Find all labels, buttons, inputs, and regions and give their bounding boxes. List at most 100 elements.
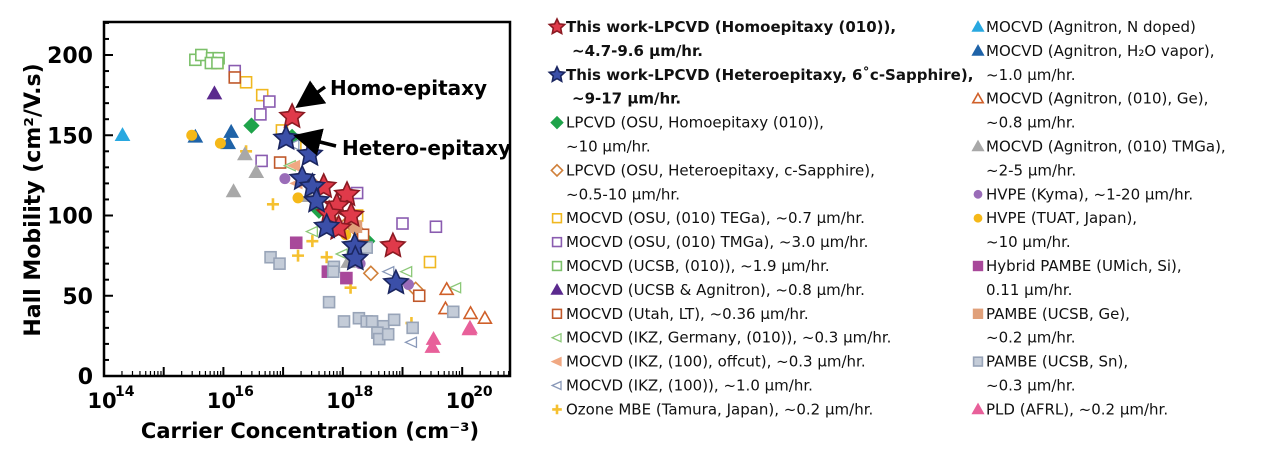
data-point-series-5 xyxy=(255,154,268,168)
data-point-series-9 xyxy=(399,265,413,278)
legend-label: PLD (AFRL), ~0.2 µm/hr. xyxy=(986,400,1168,418)
legend-label: ~2-5 µm/hr. xyxy=(986,161,1076,179)
x-tick-label: 10 xyxy=(326,389,355,413)
x-tick-exponent: 20 xyxy=(473,384,493,400)
data-point-series-18 xyxy=(214,137,226,149)
legend-label: MOCVD (OSU, (010) TMGa), ~3.0 µm/hr. xyxy=(566,233,868,251)
y-tick-label: 150 xyxy=(47,124,93,149)
data-point-series-3 xyxy=(362,265,379,282)
data-point-series-5 xyxy=(254,108,267,121)
legend-label: Hybrid PAMBE (UMich, Si), xyxy=(986,257,1182,275)
y-tick-label: 0 xyxy=(78,365,93,390)
legend-label: PAMBE (UCSB, Sn), xyxy=(986,353,1128,371)
legend-entry-9: MOCVD (IKZ, Germany, (010)), ~0.3 µm/hr. xyxy=(550,329,891,347)
legend-entry-18: HVPE (TUAT, Japan), ~10 µm/hr. xyxy=(973,209,1137,251)
data-point-series-0 xyxy=(278,102,306,129)
legend-marker-icon xyxy=(973,213,983,223)
legend-marker-icon xyxy=(547,17,567,36)
hetero-epitaxy-label: Hetero-epitaxy xyxy=(342,136,511,160)
data-point-series-5 xyxy=(396,217,409,230)
data-point-series-13 xyxy=(114,127,131,142)
legend-entry-15: MOCVD (Agnitron, (010), Ge), ~0.8 µm/hr. xyxy=(971,90,1208,132)
data-point-series-21 xyxy=(337,315,351,328)
data-point-series-11 xyxy=(403,336,418,349)
data-point-series-21 xyxy=(326,265,340,278)
x-tick-exponent: 16 xyxy=(234,384,253,400)
legend-entry-1: This work-LPCVD (Heteroepitaxy, 6˚c-Sapp… xyxy=(547,64,973,108)
data-point-series-21 xyxy=(406,321,419,335)
data-point-series-21 xyxy=(381,327,395,341)
legend-label: ~10 µm/hr. xyxy=(986,233,1071,251)
legend-marker-icon xyxy=(971,20,985,32)
x-tick-label: 10 xyxy=(87,389,116,413)
legend-marker-icon xyxy=(550,283,564,295)
legend-marker-icon xyxy=(547,64,567,83)
legend-entry-22: PLD (AFRL), ~0.2 µm/hr. xyxy=(971,400,1168,418)
data-point-series-21 xyxy=(365,315,379,328)
legend-marker-icon xyxy=(972,356,984,367)
data-point-series-16 xyxy=(248,164,265,178)
legend-label: ~4.7-9.6 µm/hr. xyxy=(572,42,703,60)
legend-label: LPCVD (OSU, Homoepitaxy (010)), xyxy=(566,114,824,132)
data-point-series-21 xyxy=(273,257,286,270)
data-point-series-8 xyxy=(228,71,242,84)
data-point-series-11 xyxy=(381,265,395,278)
data-point-series-19 xyxy=(340,271,353,285)
legend-entry-11: MOCVD (IKZ, (100)), ~1.0 µm/hr. xyxy=(550,377,813,395)
data-point-series-5 xyxy=(429,220,443,234)
data-point-series-21 xyxy=(322,295,336,309)
legend-marker-icon xyxy=(550,163,564,178)
legend-marker-icon xyxy=(552,404,562,415)
legend-label: MOCVD (Agnitron, N doped) xyxy=(986,18,1196,36)
data-point-series-1 xyxy=(312,212,341,239)
data-point-series-17 xyxy=(279,173,291,185)
data-point-series-2 xyxy=(243,117,260,134)
data-point-series-21 xyxy=(446,305,460,319)
data-point-series-4 xyxy=(239,75,253,89)
data-point-series-21 xyxy=(387,313,401,327)
legend-marker-icon xyxy=(551,236,563,248)
legend-label: ~0.5-10 µm/hr. xyxy=(566,185,680,203)
legend-marker-icon xyxy=(551,308,563,319)
legend-label: PAMBE (UCSB, Ge), xyxy=(986,305,1130,323)
data-point-series-15 xyxy=(462,305,479,320)
data-point-series-6 xyxy=(211,56,224,70)
legend-entry-4: MOCVD (OSU, (010) TEGa), ~0.7 µm/hr. xyxy=(551,209,865,227)
data-point-series-22 xyxy=(424,338,441,353)
y-tick-label: 200 xyxy=(47,44,93,69)
data-point-series-12 xyxy=(320,251,333,264)
data-point-series-9 xyxy=(448,281,462,294)
legend-label: 0.11 µm/hr. xyxy=(986,281,1072,299)
data-point-series-15 xyxy=(438,281,455,296)
legend-entry-19: Hybrid PAMBE (UMich, Si), 0.11 µm/hr. xyxy=(972,257,1182,299)
legend-marker-icon xyxy=(971,139,985,152)
legend-entry-10: MOCVD (IKZ, (100), offcut), ~0.3 µm/hr. xyxy=(550,353,866,371)
legend-entry-20: PAMBE (UCSB, Ge), ~0.2 µm/hr. xyxy=(972,305,1130,347)
legend: This work-LPCVD (Homoepitaxy (010)), ~4.7… xyxy=(547,17,1226,418)
legend-marker-icon xyxy=(971,44,985,56)
legend-label: MOCVD (Agnitron, (010) TMGa), xyxy=(986,138,1226,156)
legend-entry-0: This work-LPCVD (Homoepitaxy (010)), ~4.7… xyxy=(547,17,896,60)
data-point-series-12 xyxy=(306,235,319,248)
data-point-series-5 xyxy=(263,95,276,108)
legend-entry-2: LPCVD (OSU, Homoepitaxy (010)), ~10 µm/hr… xyxy=(550,114,824,156)
legend-marker-icon xyxy=(973,189,983,199)
legend-label: MOCVD (Agnitron, (010), Ge), xyxy=(986,90,1208,108)
data-point-series-14 xyxy=(223,123,240,138)
legend-marker-icon xyxy=(972,260,984,272)
data-point-series-18 xyxy=(292,192,304,204)
legend-label: MOCVD (IKZ, Germany, (010)), ~0.3 µm/hr. xyxy=(566,329,891,347)
x-tick-exponent: 18 xyxy=(354,384,373,400)
legend-marker-icon xyxy=(972,308,984,319)
hetero-arrow xyxy=(293,128,337,156)
legend-marker-icon xyxy=(971,402,985,415)
data-point-series-12 xyxy=(292,249,305,262)
legend-marker-icon xyxy=(971,91,985,104)
x-tick-exponent: 14 xyxy=(115,384,135,400)
legend-label: ~0.2 µm/hr. xyxy=(986,329,1075,347)
data-point-series-18 xyxy=(186,129,198,141)
data-point-series-4 xyxy=(255,88,269,102)
legend-label: Ozone MBE (Tamura, Japan), ~0.2 µm/hr. xyxy=(566,400,873,418)
data-point-series-8 xyxy=(273,156,287,169)
